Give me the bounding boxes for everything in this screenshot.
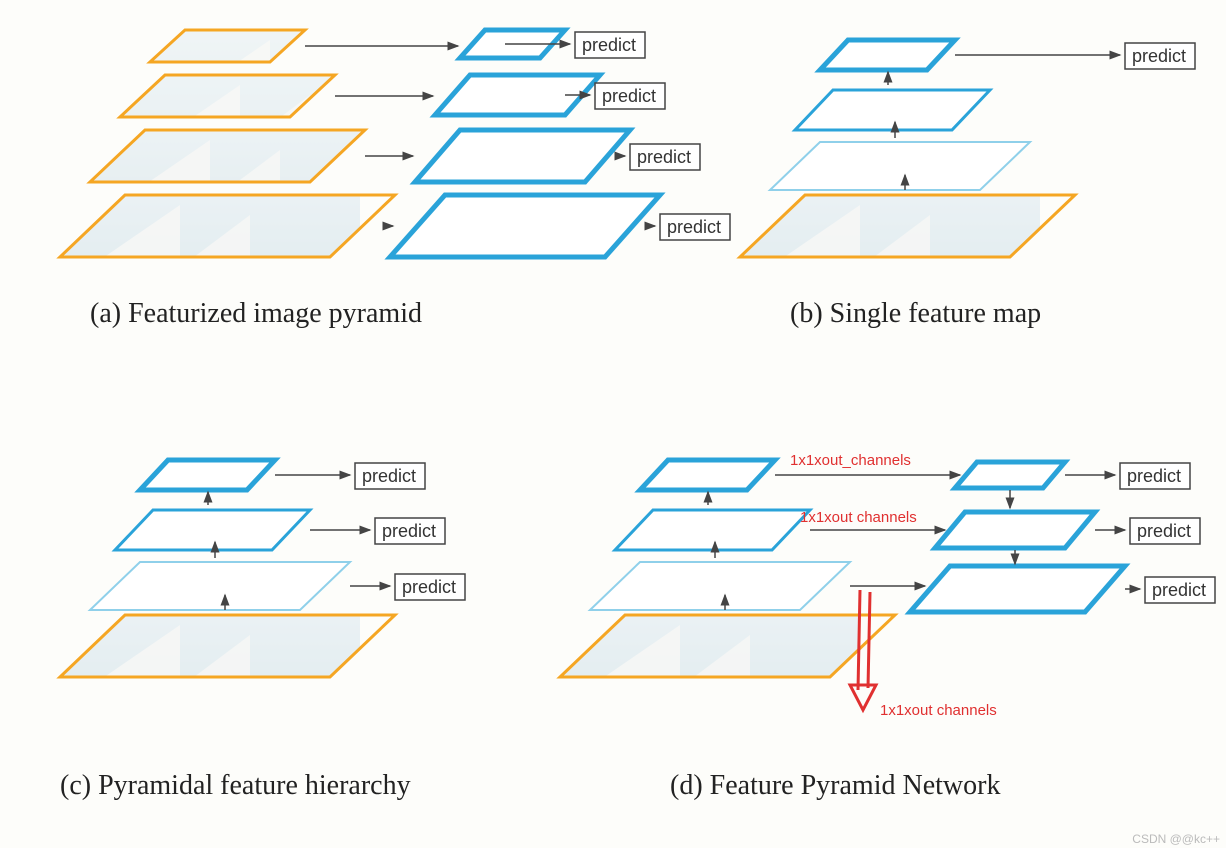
predict-label: predict <box>602 86 656 106</box>
predict-box: predict <box>1125 43 1195 69</box>
predict-label: predict <box>402 577 456 597</box>
predict-label: predict <box>382 521 436 541</box>
predict-label: predict <box>1127 466 1181 486</box>
panel-c: predict predict predict <box>60 460 465 677</box>
predict-label: predict <box>582 35 636 55</box>
predict-label: predict <box>1132 46 1186 66</box>
predict-label: predict <box>362 466 416 486</box>
predict-box: predict <box>375 518 445 544</box>
panel-d: 1x1xout_channels 1x1xout channels 1x1xou… <box>560 452 1215 719</box>
predict-box: predict <box>575 32 645 58</box>
conv-annotation: 1x1xout channels <box>800 509 917 526</box>
predict-box: predict <box>630 144 700 170</box>
caption-d: (d) Feature Pyramid Network <box>670 770 1000 802</box>
watermark: CSDN @@kc++ <box>1132 832 1220 846</box>
conv-annotation: 1x1xout_channels <box>790 452 911 469</box>
caption-b: (b) Single feature map <box>790 298 1041 330</box>
predict-box: predict <box>595 83 665 109</box>
panel-b: predict <box>740 40 1195 257</box>
predict-label: predict <box>1152 580 1206 600</box>
caption-c: (c) Pyramidal feature hierarchy <box>60 770 411 802</box>
predict-box: predict <box>1145 577 1215 603</box>
predict-label: predict <box>667 217 721 237</box>
caption-a: (a) Featurized image pyramid <box>90 298 422 330</box>
predict-label: predict <box>1137 521 1191 541</box>
figure-svg: predict predict predict predict predict <box>0 0 1226 848</box>
predict-box: predict <box>660 214 730 240</box>
predict-label: predict <box>637 147 691 167</box>
panel-a: predict predict predict predict <box>60 30 730 257</box>
predict-box: predict <box>1120 463 1190 489</box>
predict-box: predict <box>1130 518 1200 544</box>
predict-box: predict <box>395 574 465 600</box>
conv-annotation: 1x1xout channels <box>880 702 997 719</box>
predict-box: predict <box>355 463 425 489</box>
